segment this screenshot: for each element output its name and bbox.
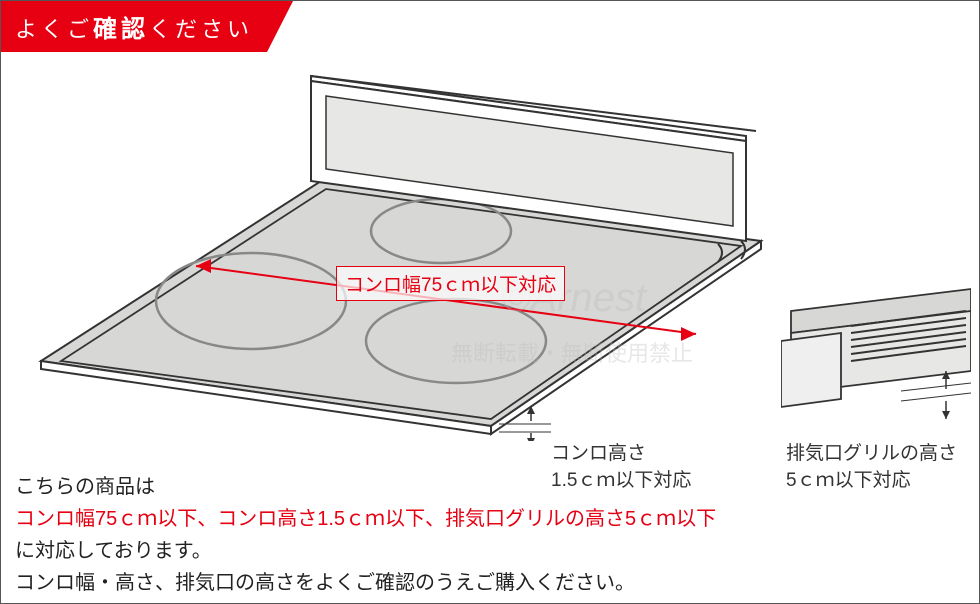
banner-post: ください xyxy=(149,17,253,42)
ex-arrow-dn-head xyxy=(942,411,950,419)
width-label: コンロ幅75ｃｍ以下対応 xyxy=(336,266,565,301)
exhaust-label-l1: 排気口グリルの高さ xyxy=(786,443,957,464)
body-l2: に対応しております。 xyxy=(15,540,212,562)
main-diagram: ©Arnest 無断転載・無断使用禁止 xyxy=(21,41,781,441)
watermark-2: 無断転載・無断使用禁止 xyxy=(451,341,693,366)
body-l1: こちらの商品は xyxy=(15,476,155,498)
detail-outer xyxy=(781,333,841,407)
body-red: コンロ幅75ｃｍ以下、コンロ高さ1.5ｃｍ以下、排気口グリルの高さ5ｃｍ以下 xyxy=(15,508,716,530)
banner-pre: よくご xyxy=(15,17,93,42)
height-label-l1: コンロ高さ xyxy=(551,443,646,464)
body-text: こちらの商品は コンロ幅75ｃｍ以下、コンロ高さ1.5ｃｍ以下、排気口グリルの高… xyxy=(15,471,965,599)
width-arrow-head-r xyxy=(681,327,696,341)
ex-guide-1 xyxy=(901,383,971,391)
ex-guide-2 xyxy=(901,393,971,401)
exhaust-detail xyxy=(781,271,971,441)
diagram-area: ©Arnest 無断転載・無断使用禁止 コンロ幅75ｃｍ以下対応 コンロ高さ 1… xyxy=(1,41,980,451)
height-arrow-dn-head xyxy=(527,438,535,441)
banner-em: 確認 xyxy=(93,16,149,43)
body-l3: コンロ幅・高さ、排気口の高さをよくご確認のうえご購入ください。 xyxy=(15,572,635,594)
